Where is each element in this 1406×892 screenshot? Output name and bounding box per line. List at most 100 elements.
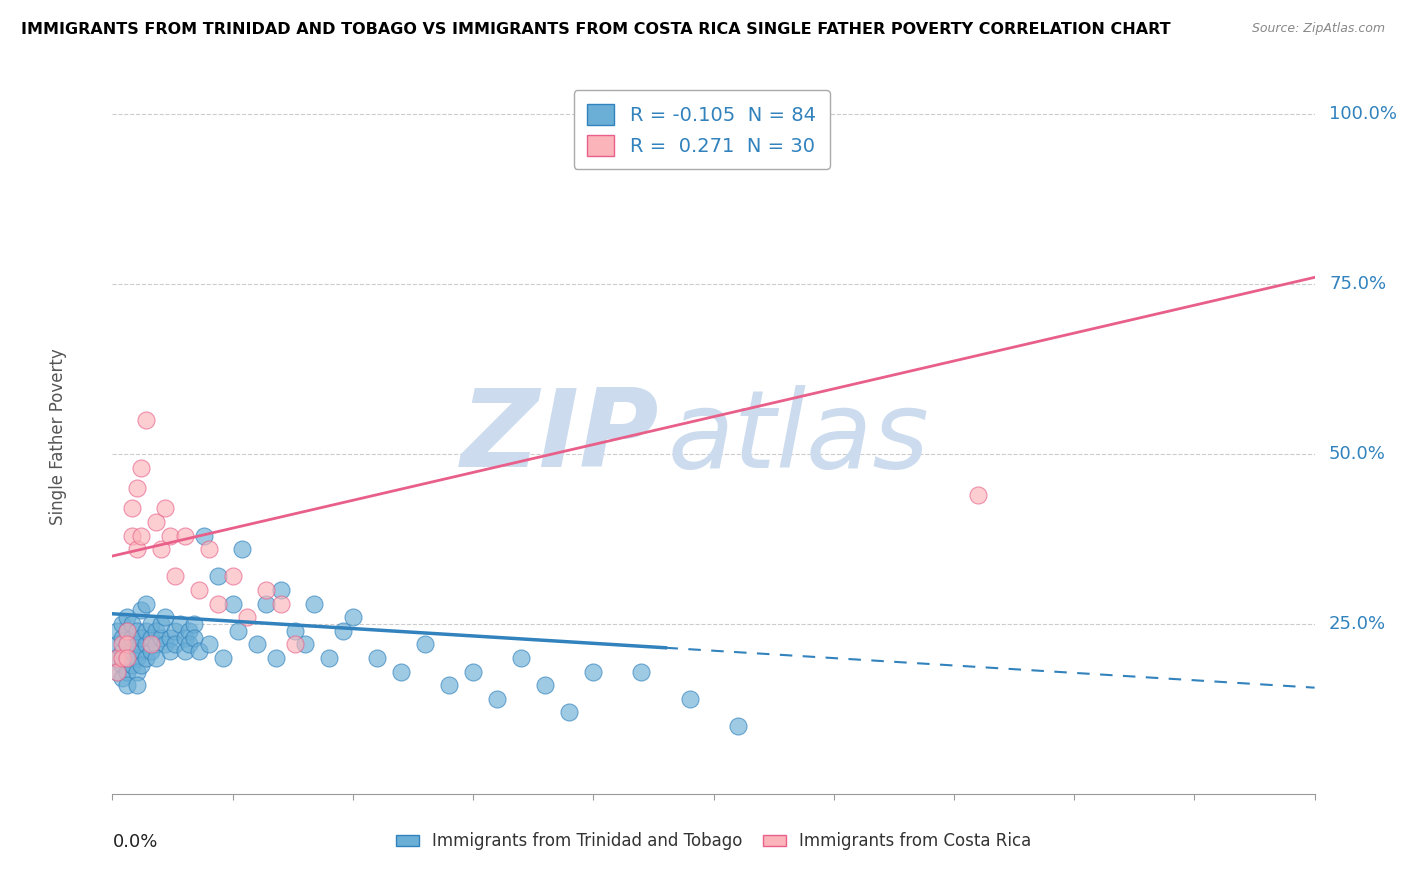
- Point: [111, 637, 134, 651]
- Point: [139, 631, 162, 645]
- Point: [207, 597, 229, 611]
- Point: [105, 651, 128, 665]
- Point: [342, 610, 364, 624]
- Point: [125, 651, 148, 665]
- Point: [139, 617, 162, 632]
- Point: [131, 644, 153, 658]
- Point: [145, 637, 167, 651]
- Point: [115, 678, 138, 692]
- Point: [105, 651, 128, 665]
- Point: [115, 665, 138, 679]
- Point: [254, 582, 277, 597]
- Point: [145, 624, 167, 638]
- Point: [149, 542, 172, 557]
- Point: [139, 637, 162, 651]
- Legend: Immigrants from Trinidad and Tobago, Immigrants from Costa Rica: Immigrants from Trinidad and Tobago, Imm…: [389, 826, 1038, 857]
- Text: 50.0%: 50.0%: [1329, 445, 1386, 463]
- Point: [222, 597, 245, 611]
- Point: [125, 624, 148, 638]
- Text: atlas: atlas: [668, 384, 929, 490]
- Point: [131, 603, 153, 617]
- Point: [284, 637, 307, 651]
- Point: [125, 678, 148, 692]
- Point: [727, 719, 749, 733]
- Point: [131, 657, 153, 672]
- Point: [111, 671, 134, 685]
- Point: [145, 515, 167, 529]
- Point: [135, 597, 157, 611]
- Point: [183, 631, 205, 645]
- Point: [135, 413, 157, 427]
- Point: [179, 637, 201, 651]
- Point: [135, 637, 157, 651]
- Point: [332, 624, 354, 638]
- Point: [105, 637, 128, 651]
- Point: [135, 651, 157, 665]
- Point: [159, 528, 181, 542]
- Text: Single Father Poverty: Single Father Poverty: [49, 349, 67, 525]
- Point: [183, 617, 205, 632]
- Point: [264, 651, 287, 665]
- Point: [967, 488, 990, 502]
- Point: [437, 678, 460, 692]
- Text: Source: ZipAtlas.com: Source: ZipAtlas.com: [1251, 22, 1385, 36]
- Text: 75.0%: 75.0%: [1329, 275, 1386, 293]
- Point: [197, 542, 219, 557]
- Point: [173, 631, 195, 645]
- Point: [534, 678, 557, 692]
- Point: [145, 651, 167, 665]
- Point: [121, 644, 143, 658]
- Point: [304, 597, 326, 611]
- Point: [121, 657, 143, 672]
- Point: [125, 665, 148, 679]
- Text: 0.0%: 0.0%: [112, 833, 157, 851]
- Point: [159, 631, 181, 645]
- Point: [318, 651, 340, 665]
- Point: [558, 706, 581, 720]
- Point: [105, 665, 128, 679]
- Point: [125, 481, 148, 495]
- Point: [159, 644, 181, 658]
- Point: [111, 657, 134, 672]
- Point: [111, 631, 134, 645]
- Point: [155, 610, 177, 624]
- Point: [173, 528, 195, 542]
- Point: [366, 651, 388, 665]
- Point: [121, 501, 143, 516]
- Point: [111, 644, 134, 658]
- Point: [115, 610, 138, 624]
- Point: [125, 637, 148, 651]
- Point: [149, 631, 172, 645]
- Point: [270, 582, 292, 597]
- Point: [582, 665, 605, 679]
- Point: [169, 617, 191, 632]
- Point: [135, 624, 157, 638]
- Point: [254, 597, 277, 611]
- Point: [139, 644, 162, 658]
- Point: [173, 644, 195, 658]
- Point: [207, 569, 229, 583]
- Point: [212, 651, 235, 665]
- Point: [149, 617, 172, 632]
- Point: [155, 637, 177, 651]
- Point: [131, 460, 153, 475]
- Point: [105, 624, 128, 638]
- Point: [111, 651, 134, 665]
- Point: [111, 617, 134, 632]
- Point: [678, 691, 700, 706]
- Point: [121, 617, 143, 632]
- Point: [115, 637, 138, 651]
- Point: [115, 624, 138, 638]
- Point: [155, 501, 177, 516]
- Point: [193, 528, 215, 542]
- Point: [284, 624, 307, 638]
- Text: 100.0%: 100.0%: [1329, 105, 1398, 123]
- Point: [115, 651, 138, 665]
- Point: [131, 528, 153, 542]
- Point: [115, 651, 138, 665]
- Point: [461, 665, 484, 679]
- Point: [236, 610, 259, 624]
- Point: [389, 665, 412, 679]
- Point: [226, 624, 249, 638]
- Point: [413, 637, 436, 651]
